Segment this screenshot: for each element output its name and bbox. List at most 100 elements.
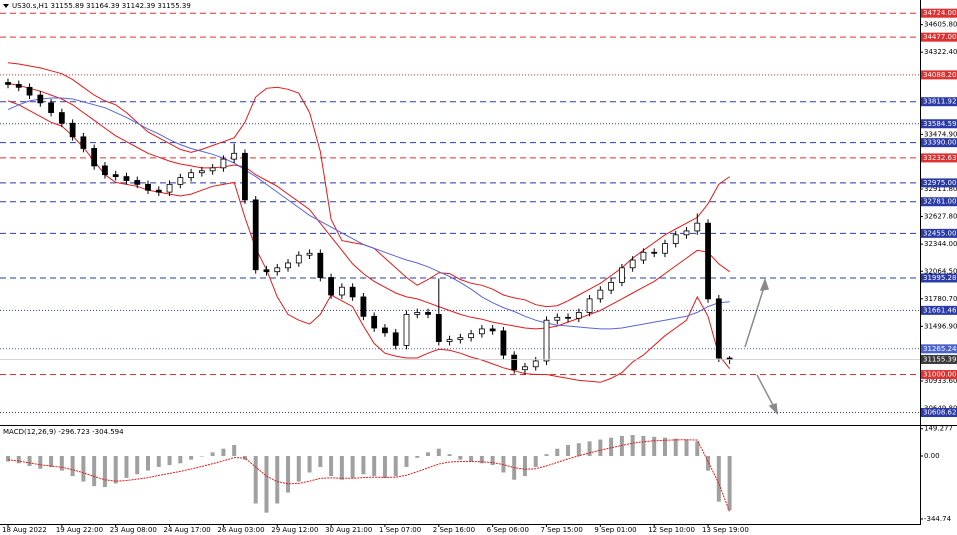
macd-bar (662, 437, 667, 457)
candle-body (705, 222, 711, 300)
candle-body (15, 84, 22, 88)
macd-bar (382, 456, 387, 478)
macd-bar (167, 456, 172, 466)
level-label-box (921, 70, 957, 80)
level-label: 31265.24 (923, 345, 957, 353)
macd-bar (59, 456, 64, 471)
x-tick-label: 9 Sep 01:00 (594, 526, 636, 534)
level-label: 33584.59 (923, 120, 956, 128)
candle-body (91, 148, 98, 167)
macd-bar (6, 456, 10, 462)
candle-body (371, 315, 378, 329)
macd-header: MACD(12,26,9) -296.723 -304.594 (3, 428, 124, 436)
x-tick-label: 24 Aug 17:00 (164, 526, 211, 534)
macd-bar (189, 456, 194, 460)
macd-y-tick-label: 149.277 (924, 425, 953, 433)
level-label-box (921, 178, 957, 188)
candle-body (5, 82, 11, 85)
macd-bar (329, 456, 334, 477)
candle-body (328, 277, 335, 296)
overlay-line (7, 82, 730, 330)
macd-bar (38, 456, 43, 469)
macd-bar (232, 445, 237, 457)
level-label: 32975.00 (923, 179, 956, 187)
macd-bar (652, 436, 657, 457)
candle-body (414, 312, 421, 315)
x-tick-label: 1 Sep 07:00 (379, 526, 421, 534)
candle-body (403, 313, 410, 346)
y-tick-label: 32064.50 (924, 267, 957, 275)
candle-body (37, 94, 44, 104)
candle-body (586, 298, 593, 313)
candle-body (155, 189, 162, 193)
candle-body (58, 112, 65, 124)
level-label: 34724.00 (923, 9, 956, 17)
level-label-box (921, 153, 957, 163)
macd-bar (253, 456, 258, 504)
candle-body (48, 102, 54, 113)
level-label: 32781.00 (923, 198, 956, 206)
macd-bar (479, 456, 484, 464)
macd-bar (630, 434, 635, 457)
macd-bar (146, 456, 151, 471)
macd-bar (490, 456, 495, 466)
macd-bar (415, 456, 420, 458)
macd-bar (70, 456, 75, 477)
candle-body (629, 259, 636, 269)
candle-body (435, 313, 442, 342)
macd-bar (716, 456, 721, 502)
macd-bar (533, 456, 538, 467)
macd-bar (447, 454, 452, 457)
macd-bar (566, 445, 571, 457)
level-label: 30608.62 (923, 409, 956, 417)
macd-bar (544, 454, 549, 457)
macd-bar (576, 443, 581, 457)
candle-body (543, 319, 550, 362)
macd-bar (372, 456, 377, 477)
level-label-box (921, 119, 957, 129)
macd-bar (264, 456, 269, 513)
candle-body (457, 337, 464, 341)
candle-body (511, 354, 518, 371)
macd-signal-line (7, 439, 731, 512)
level-label-box (921, 197, 957, 207)
candle-body (446, 339, 453, 342)
macd-y-tick-label: -344.74 (924, 515, 952, 523)
level-label-box (921, 370, 957, 380)
candle-body (468, 333, 475, 339)
macd-bar (286, 456, 291, 493)
forecast-arrows (744, 277, 778, 416)
macd-bar (199, 456, 204, 457)
candle-body (640, 251, 647, 261)
candle-body (425, 312, 431, 315)
macd-bar (16, 456, 21, 464)
macd-bar (178, 456, 183, 464)
candle-body (285, 262, 291, 269)
y-tick-label: 30933.60 (924, 377, 957, 385)
candle-body (177, 177, 184, 185)
macd-y-tick-label: 0.00 (924, 452, 940, 460)
candle-body (651, 251, 658, 254)
candle-body (662, 243, 668, 254)
x-tick-label: 29 Aug 12:00 (271, 526, 318, 534)
candle-body (532, 360, 539, 368)
level-label: 33232.63 (923, 154, 956, 162)
candle-body (392, 332, 399, 346)
overlay-line (7, 97, 730, 330)
candle-body (274, 267, 281, 273)
candle-body (554, 316, 561, 321)
macd-bar (598, 439, 603, 457)
macd-bar (469, 456, 474, 462)
level-label: 33390.00 (923, 139, 956, 147)
macd-bar (404, 456, 409, 467)
candle-body (522, 366, 528, 371)
candle-body (166, 183, 173, 193)
level-label-box (921, 344, 957, 354)
candle-body (500, 330, 507, 356)
macd-bar (275, 456, 280, 504)
macd-bar (555, 448, 560, 457)
level-label-box (921, 228, 957, 238)
candle-body (112, 174, 119, 177)
